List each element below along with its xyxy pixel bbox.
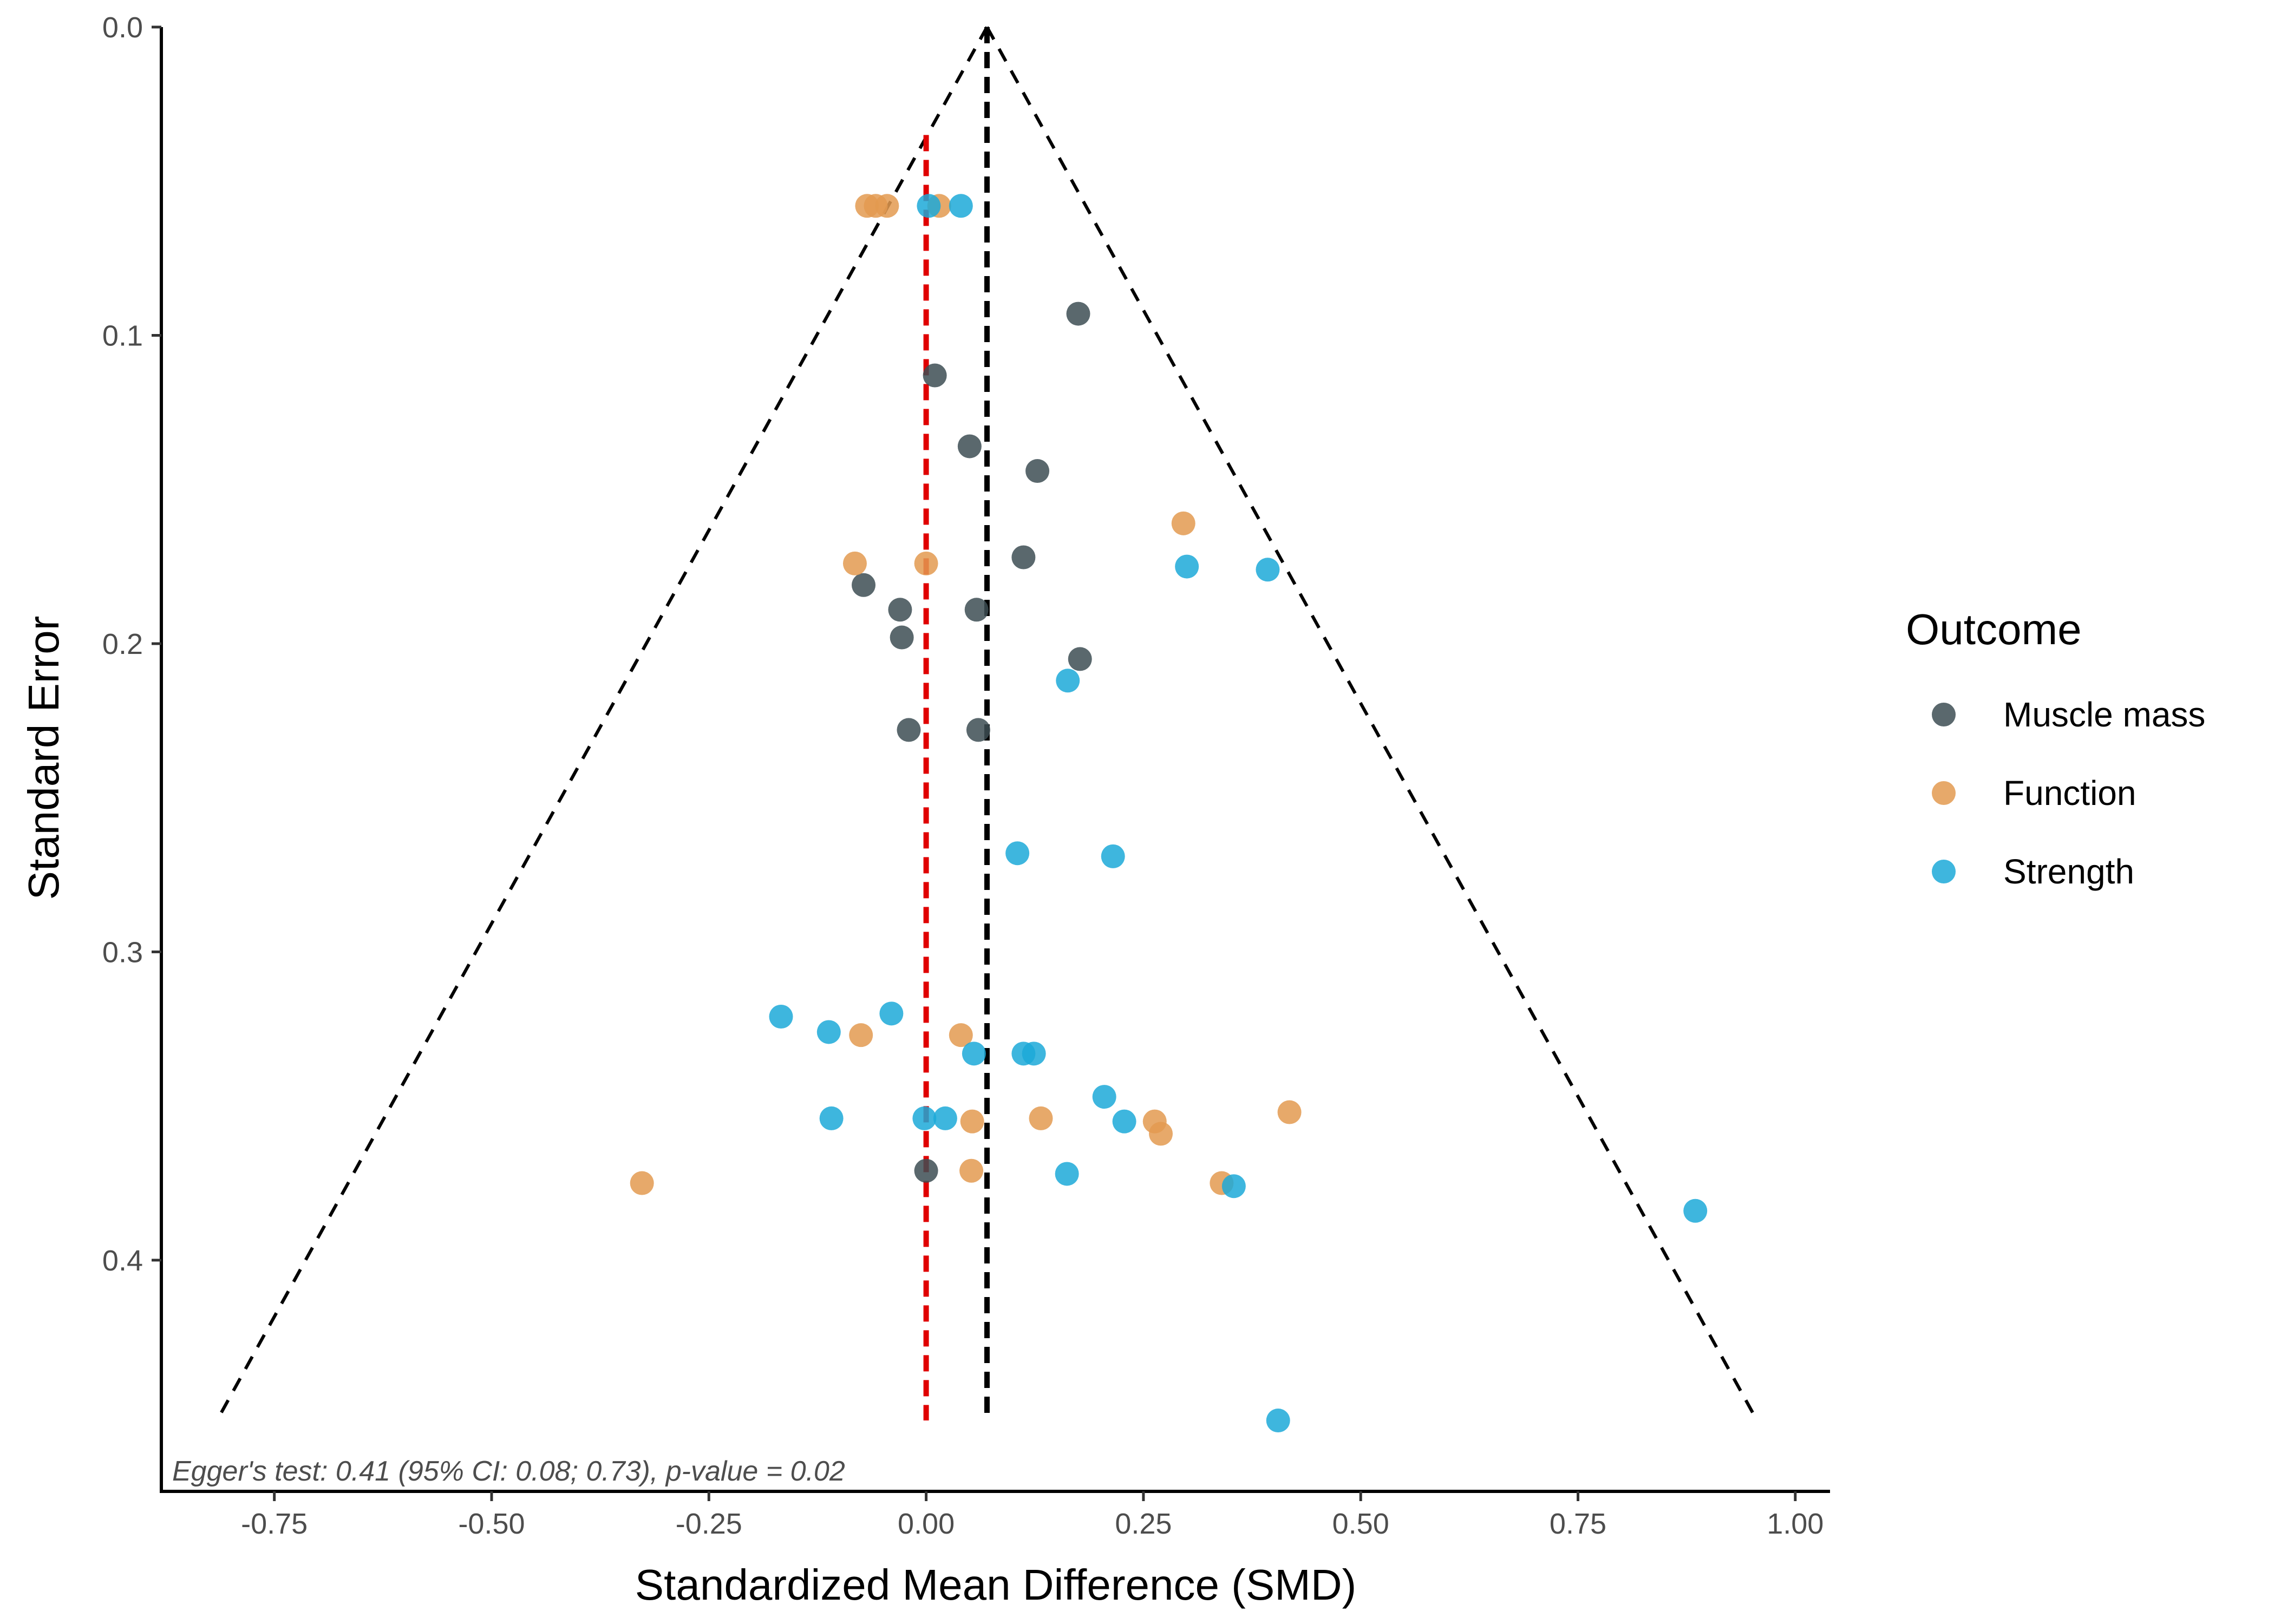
- series-muscle-mass: [852, 302, 1092, 1183]
- data-point: [966, 718, 990, 742]
- data-point: [1171, 511, 1195, 535]
- data-point: [852, 573, 876, 597]
- legend-key: [1932, 860, 1956, 883]
- series-function: [630, 194, 1302, 1195]
- data-point: [1175, 554, 1199, 579]
- x-tick-label: 0.50: [1332, 1508, 1389, 1540]
- data-point: [1066, 302, 1090, 326]
- funnel-right-line: [985, 26, 1759, 1422]
- x-tick-label: -0.50: [458, 1508, 525, 1540]
- data-point: [914, 1158, 938, 1183]
- data-point: [1221, 1174, 1246, 1199]
- data-point: [769, 1005, 793, 1029]
- data-point: [933, 1106, 957, 1130]
- data-point: [1266, 1409, 1290, 1433]
- legend-key: [1932, 781, 1956, 805]
- y-tick-label: 0.3: [102, 936, 143, 968]
- data-point: [1683, 1199, 1708, 1223]
- x-tick-label: 1.00: [1767, 1508, 1824, 1540]
- x-tick-label: 0.00: [898, 1508, 955, 1540]
- legend-item: Strength: [1932, 852, 2134, 891]
- data-point: [1092, 1085, 1116, 1109]
- data-point: [1025, 459, 1050, 483]
- data-point: [1256, 558, 1280, 582]
- legend-title: Outcome: [1906, 605, 2082, 653]
- data-point: [1277, 1100, 1302, 1124]
- x-tick-label: -0.25: [676, 1508, 742, 1540]
- x-axis-ticks: -0.75 -0.50 -0.25 0.00 0.25 0.50 0.75 1.00: [241, 1491, 1824, 1540]
- data-point: [816, 1020, 841, 1044]
- data-point: [1056, 669, 1080, 693]
- data-point: [1022, 1042, 1046, 1066]
- data-point: [1029, 1106, 1053, 1130]
- data-point: [1055, 1162, 1079, 1186]
- egger-annotation: Egger's test: 0.41 (95% CI: 0.08; 0.73),…: [172, 1456, 845, 1487]
- data-point: [630, 1171, 654, 1195]
- legend-key: [1932, 703, 1956, 726]
- legend-item: Muscle mass: [1932, 695, 2205, 734]
- legend-label: Strength: [2003, 852, 2134, 891]
- x-tick-label: -0.75: [241, 1508, 308, 1540]
- data-point: [949, 1023, 973, 1047]
- data-point: [923, 363, 947, 388]
- plot-panel: [215, 26, 1759, 1433]
- legend-label: Muscle mass: [2003, 695, 2205, 734]
- legend-item: Function: [1932, 774, 2136, 813]
- legend: Outcome Muscle mass Function Strength: [1906, 605, 2205, 891]
- data-point: [957, 434, 982, 459]
- data-point: [842, 551, 867, 575]
- data-point: [912, 1106, 937, 1130]
- series-strength: [769, 194, 1708, 1433]
- data-point: [914, 551, 938, 575]
- data-point: [849, 1023, 873, 1047]
- data-point: [1101, 844, 1125, 868]
- data-point: [960, 1109, 984, 1134]
- y-axis-title: Standard Error: [19, 616, 68, 900]
- data-point: [888, 598, 912, 622]
- y-tick-label: 0.2: [102, 628, 143, 660]
- data-point: [962, 1042, 986, 1066]
- data-point: [959, 1158, 984, 1183]
- x-tick-label: 0.25: [1115, 1508, 1172, 1540]
- legend-label: Function: [2003, 774, 2136, 813]
- y-tick-label: 0.1: [102, 319, 143, 352]
- y-axis-ticks: 0.0 0.1 0.2 0.3 0.4: [102, 11, 161, 1277]
- data-point: [890, 625, 914, 650]
- x-tick-label: 0.75: [1550, 1508, 1606, 1540]
- data-point: [875, 194, 899, 218]
- axes: -0.75 -0.50 -0.25 0.00 0.25 0.50 0.75 1.00 0.00…: [19, 11, 1830, 1609]
- funnel-left-line: [215, 26, 989, 1422]
- y-tick-label: 0.0: [102, 11, 143, 44]
- data-point: [897, 718, 921, 742]
- data-point: [1005, 841, 1030, 866]
- data-point: [917, 194, 941, 218]
- x-axis-title: Standardized Mean Difference (SMD): [635, 1561, 1356, 1609]
- data-point: [949, 194, 973, 218]
- data-point: [1011, 545, 1036, 569]
- data-point: [1068, 647, 1092, 671]
- y-tick-label: 0.4: [102, 1245, 143, 1277]
- data-point: [964, 598, 989, 622]
- data-point: [1112, 1109, 1136, 1134]
- data-point: [1148, 1122, 1173, 1146]
- data-point: [819, 1106, 844, 1130]
- data-point: [879, 1001, 904, 1026]
